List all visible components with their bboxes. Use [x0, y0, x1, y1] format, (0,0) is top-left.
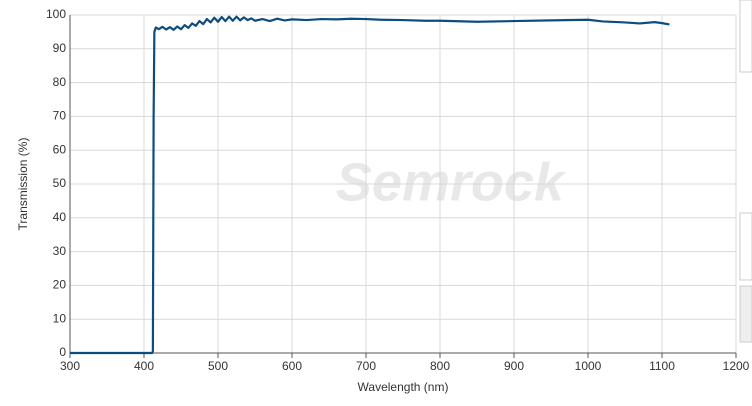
watermark: Semrock [336, 152, 567, 212]
x-tick-label: 800 [430, 359, 450, 373]
y-tick-label: 60 [53, 142, 67, 156]
x-tick-label: 1100 [649, 359, 675, 373]
y-tick-label: 100 [46, 7, 66, 21]
y-tick-label: 10 [53, 311, 67, 325]
side-panel [739, 0, 752, 73]
x-tick-label: 700 [356, 359, 376, 373]
y-tick-label: 90 [53, 41, 67, 55]
y-tick-label: 80 [53, 75, 67, 89]
y-axis-title: Transmission (%) [16, 138, 30, 231]
x-tick-label: 1200 [723, 359, 750, 373]
y-tick-label: 0 [59, 345, 66, 359]
side-panel [739, 212, 752, 281]
x-tick-label: 500 [208, 359, 228, 373]
y-tick-label: 50 [53, 176, 67, 190]
x-tick-label: 300 [60, 359, 80, 373]
y-tick-label: 70 [53, 109, 67, 123]
x-tick-label: 1000 [575, 359, 602, 373]
x-tick-label: 900 [504, 359, 524, 373]
x-tick-label: 600 [282, 359, 302, 373]
y-tick-label: 30 [53, 244, 67, 258]
x-tick-label: 400 [134, 359, 154, 373]
side-panel [739, 285, 752, 343]
y-tick-label: 40 [53, 210, 67, 224]
x-axis-title: Wavelength (nm) [358, 380, 449, 394]
y-tick-label: 20 [53, 278, 67, 292]
data-line [70, 15, 670, 355]
